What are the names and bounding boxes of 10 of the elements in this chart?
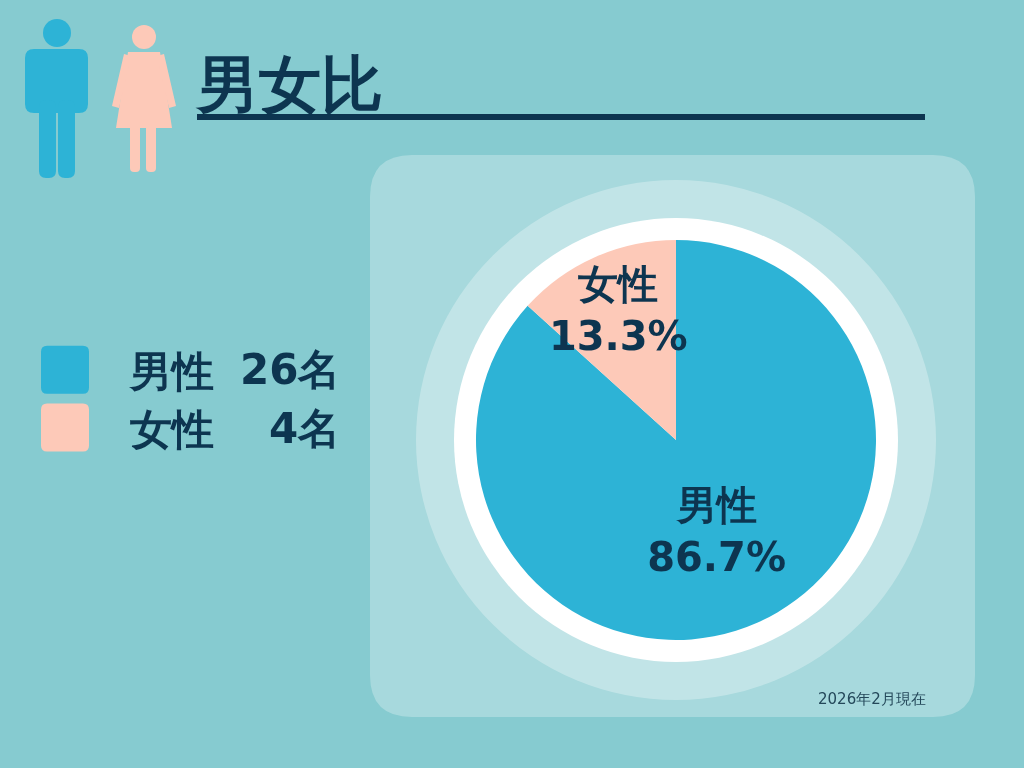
chart-title: 男女比 [195,47,383,121]
legend-label: 男性 [128,347,214,397]
text: 2026年2月現在 [818,690,926,708]
text: 4名 [269,404,341,453]
text: 26名 [240,345,341,394]
data-label: 86.7% [647,534,786,581]
pie-slice [476,240,876,640]
slice-label: 男性 [675,482,757,529]
legend-label: 女性 [129,404,214,454]
slice-label: 女性 [578,260,659,307]
